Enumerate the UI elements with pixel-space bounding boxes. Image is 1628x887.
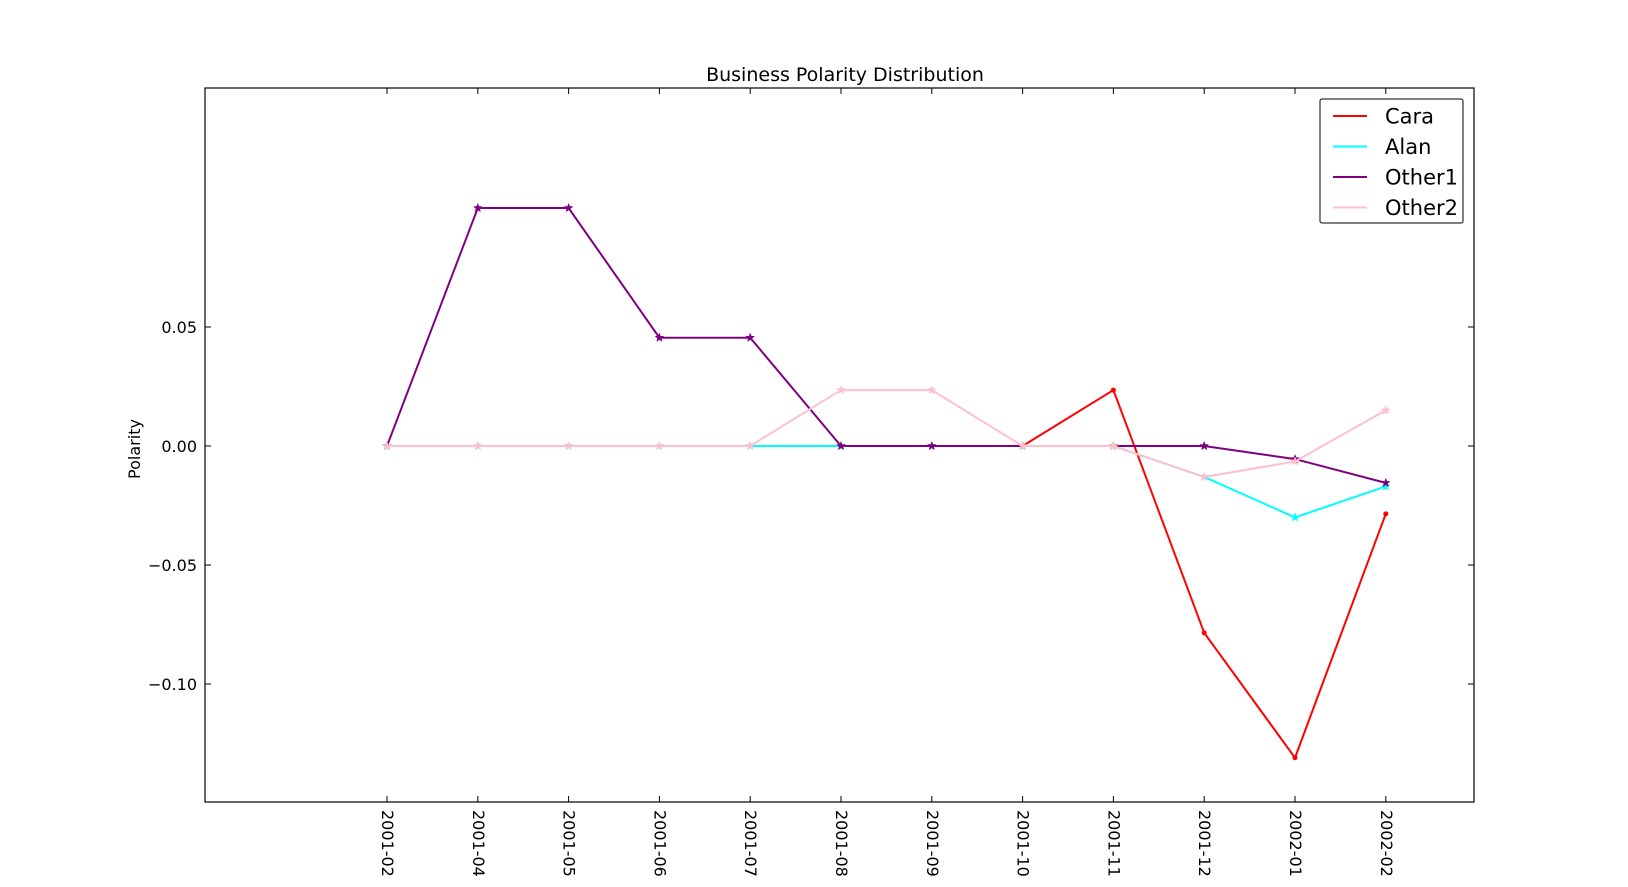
x-tick-label: 2001-05 bbox=[560, 810, 579, 877]
data-point-other1 bbox=[472, 202, 483, 213]
y-tick-label: −0.05 bbox=[148, 556, 197, 575]
x-tick-label: 2001-12 bbox=[1195, 810, 1214, 877]
data-point-other1 bbox=[926, 440, 937, 451]
x-tick-label: 2001-10 bbox=[1014, 810, 1033, 877]
data-point-other2 bbox=[563, 440, 574, 451]
series-line-other2 bbox=[387, 389, 1387, 478]
y-tick-label: −0.10 bbox=[148, 675, 197, 694]
data-point-other2 bbox=[1199, 471, 1210, 482]
x-tick-label: 2002-01 bbox=[1286, 810, 1305, 877]
x-tick-label: 2001-07 bbox=[741, 810, 760, 877]
data-point-other2 bbox=[1017, 440, 1028, 451]
data-point-other2 bbox=[382, 440, 392, 451]
y-tick-label: 0.00 bbox=[161, 437, 197, 456]
data-point-other1 bbox=[1199, 440, 1210, 451]
data-point-other2 bbox=[1108, 440, 1119, 451]
legend-label-other1: Other1 bbox=[1385, 166, 1458, 190]
data-point-other2 bbox=[1380, 405, 1391, 415]
legend: Cara Alan Other1 Other2 bbox=[1319, 98, 1464, 224]
data-point-cara bbox=[1292, 755, 1298, 761]
data-point-other1 bbox=[1380, 477, 1391, 488]
series-line-other1 bbox=[386, 207, 1387, 484]
axis-ticks: 0.05 0.00 −0.05 −0.10 2001-02 2001-04 2001-05 2… bbox=[148, 88, 1474, 877]
x-tick-label: 2001-02 bbox=[378, 810, 397, 877]
x-tick-label: 2001-08 bbox=[832, 810, 851, 877]
series-layer bbox=[382, 202, 1391, 761]
data-point-other2 bbox=[1290, 456, 1300, 466]
data-point-alan bbox=[1380, 481, 1391, 491]
y-tick-label: 0.05 bbox=[161, 318, 197, 337]
plot-frame bbox=[204, 87, 1475, 803]
x-tick-label: 2001-04 bbox=[469, 810, 488, 877]
y-axis-label: Polarity bbox=[125, 419, 144, 479]
data-point-other2 bbox=[926, 384, 937, 395]
data-point-other2 bbox=[836, 384, 846, 395]
data-point-other2 bbox=[654, 440, 665, 451]
data-point-cara bbox=[1201, 630, 1207, 636]
data-point-cara bbox=[1110, 387, 1116, 393]
x-tick-label: 2002-02 bbox=[1377, 810, 1396, 877]
legend-label-alan: Alan bbox=[1385, 135, 1431, 159]
data-point-other1 bbox=[563, 202, 574, 213]
x-tick-label: 2001-11 bbox=[1104, 810, 1123, 877]
legend-box bbox=[1319, 98, 1464, 224]
data-point-other1 bbox=[836, 440, 846, 451]
data-point-other2 bbox=[745, 440, 756, 451]
data-point-other2 bbox=[472, 440, 483, 451]
series-line-alan bbox=[387, 445, 1387, 519]
data-point-alan bbox=[1290, 512, 1300, 522]
legend-label-cara: Cara bbox=[1385, 105, 1434, 129]
data-point-cara bbox=[1383, 511, 1389, 517]
data-point-other1 bbox=[745, 332, 756, 342]
data-point-other1 bbox=[654, 332, 665, 342]
legend-label-other2: Other2 bbox=[1385, 196, 1458, 220]
x-tick-label: 2001-09 bbox=[923, 810, 942, 877]
chart-title: Business Polarity Distribution bbox=[706, 64, 984, 86]
x-tick-label: 2001-06 bbox=[650, 810, 669, 877]
